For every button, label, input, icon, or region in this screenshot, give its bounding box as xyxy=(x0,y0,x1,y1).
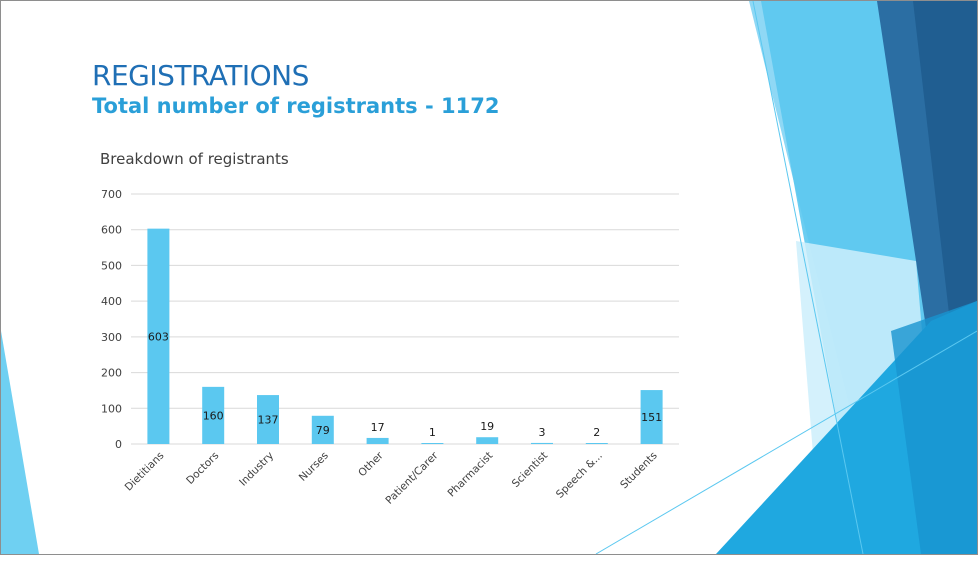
x-tick-label: Scientist xyxy=(510,450,550,490)
x-tick-label: Speech &... xyxy=(554,450,605,501)
y-tick-label: 600 xyxy=(101,224,122,237)
y-tick-label: 500 xyxy=(101,259,122,272)
bar xyxy=(476,437,499,444)
right-decor-darker xyxy=(913,1,977,331)
y-tick-label: 700 xyxy=(101,188,122,201)
x-tick-label: Pharmacist xyxy=(445,450,495,500)
bar xyxy=(640,390,663,444)
slide-subtitle: Total number of registrants - 1172 xyxy=(92,94,500,118)
bar xyxy=(421,443,444,444)
data-labels: 603 160 137 79 17 1 19 3 2 151 xyxy=(148,330,662,439)
bar xyxy=(147,228,170,444)
x-tick-label: Dietitians xyxy=(123,450,167,494)
x-tick-label: Doctors xyxy=(184,450,221,487)
right-decor-bottom-dark xyxy=(891,301,977,554)
data-label: 79 xyxy=(316,424,330,437)
y-tick-label: 0 xyxy=(115,438,122,451)
x-tick-label: Patient/Carer xyxy=(383,449,441,507)
data-label: 137 xyxy=(258,414,279,427)
bar xyxy=(531,442,553,444)
slide-title: REGISTRATIONS xyxy=(92,59,309,92)
x-tick-label: Students xyxy=(618,450,660,492)
data-label: 19 xyxy=(480,420,494,433)
bar xyxy=(366,437,389,444)
x-tick-label: Nurses xyxy=(297,450,331,484)
x-tick-label: Other xyxy=(356,449,386,479)
data-label: 2 xyxy=(593,426,600,439)
y-tick-label: 400 xyxy=(101,295,122,308)
data-label: 603 xyxy=(148,330,169,343)
y-tick-label: 200 xyxy=(101,367,122,380)
bars xyxy=(147,228,663,444)
left-decor-shape xyxy=(1,331,39,554)
data-label: 1 xyxy=(429,426,436,439)
data-label: 3 xyxy=(539,426,546,439)
decor-line-1 xyxy=(752,1,864,554)
y-tick-label: 300 xyxy=(101,331,122,344)
chart-title: Breakdown of registrants xyxy=(100,150,289,168)
x-axis-ticks: Dietitians Doctors Industry Nurses OtherPati… xyxy=(123,449,660,507)
y-axis-ticks: 0 100 200 300 400 500 600 700 xyxy=(101,188,122,451)
y-tick-label: 100 xyxy=(101,402,122,415)
data-label: 151 xyxy=(641,411,662,424)
data-label: 160 xyxy=(203,409,224,422)
bar xyxy=(311,415,334,444)
x-tick-label: Industry xyxy=(237,450,276,489)
decor-line-2 xyxy=(595,330,977,554)
bar xyxy=(585,443,608,444)
data-label: 17 xyxy=(371,421,385,434)
bar xyxy=(257,395,279,444)
bar xyxy=(202,386,225,444)
